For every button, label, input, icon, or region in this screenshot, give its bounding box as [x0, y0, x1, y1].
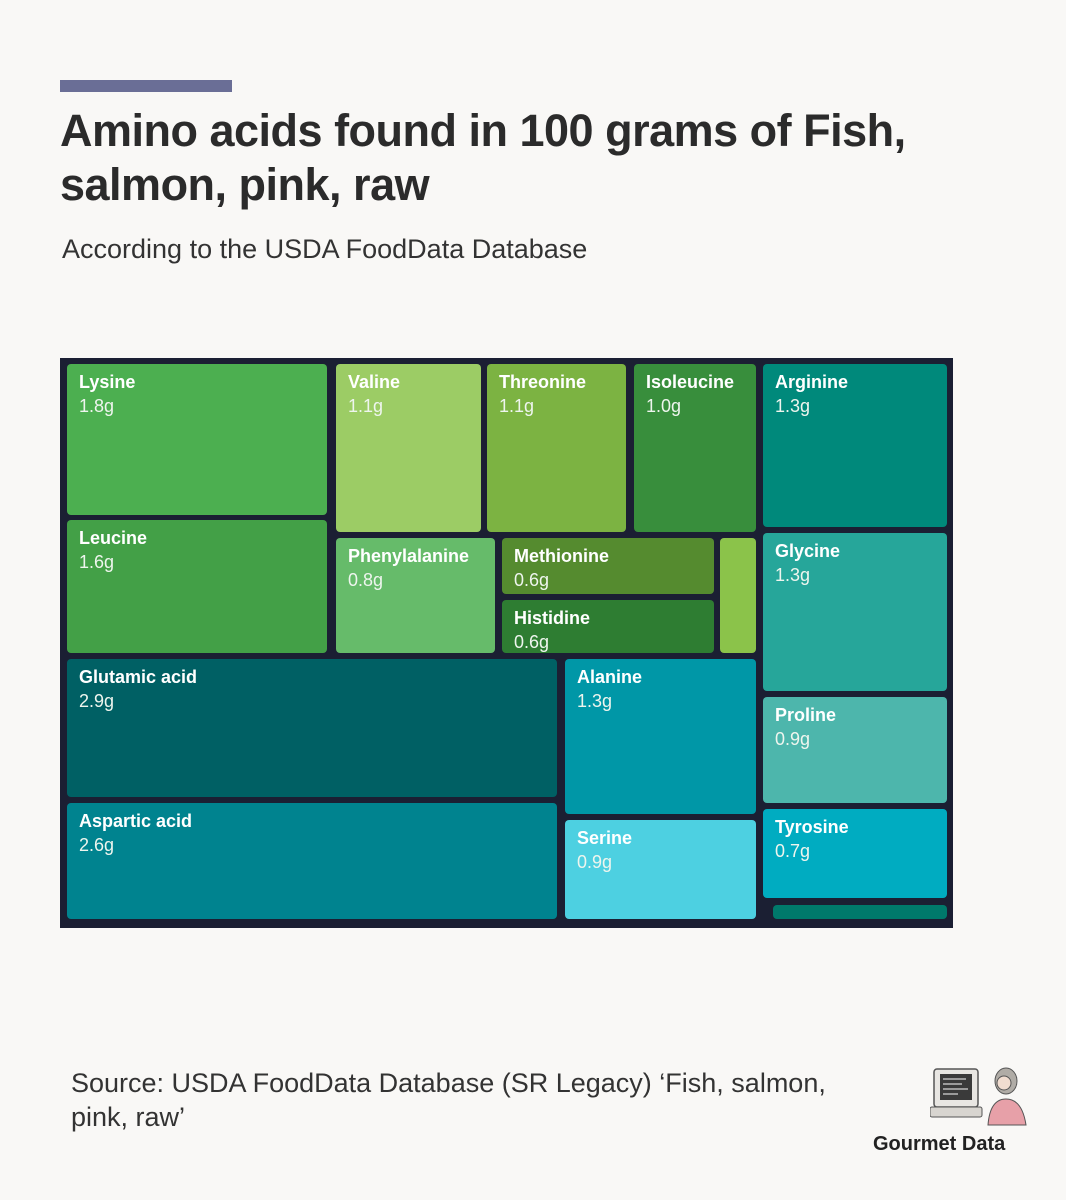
- tile-value: 1.3g: [775, 396, 811, 416]
- tile-label: Valine: [348, 372, 401, 392]
- tile-label: Arginine: [775, 372, 849, 392]
- treemap-tile: Lysine 1.8g: [67, 364, 327, 515]
- treemap-tile-small: [720, 538, 756, 653]
- chart-subtitle: According to the USDA FoodData Database: [62, 234, 588, 264]
- brand-name: Gourmet Data: [873, 1133, 1006, 1155]
- treemap-chart: Lysine 1.8g Leucine 1.6g Valine 1.1g Threonine…: [60, 358, 953, 928]
- tile-value: 1.6g: [79, 552, 115, 572]
- treemap-tile: Leucine 1.6g: [67, 520, 327, 653]
- tile-label: Aspartic acid: [79, 811, 193, 831]
- treemap-tile: Serine 0.9g: [565, 820, 756, 919]
- treemap-tile: Proline 0.9g: [763, 697, 947, 803]
- treemap-tile: Aspartic acid 2.6g: [67, 803, 557, 919]
- tile-value: 0.7g: [775, 841, 811, 861]
- tile-label: Proline: [775, 705, 837, 725]
- treemap-tile: Phenylalanine 0.8g: [336, 538, 495, 653]
- treemap-tile: Methionine 0.6g: [502, 538, 714, 594]
- tile-label: Glycine: [775, 541, 841, 561]
- tile-label: Phenylalanine: [348, 546, 470, 566]
- tile-label: Histidine: [514, 608, 591, 628]
- chart-title: Amino acids found in 100 grams of Fish, …: [60, 105, 906, 210]
- tile-value: 1.1g: [348, 396, 384, 416]
- tile-value: 0.9g: [577, 852, 613, 872]
- tile-value: 1.8g: [79, 396, 115, 416]
- tile-label: Lysine: [79, 372, 136, 392]
- tile-value: 2.6g: [79, 835, 115, 855]
- treemap-tile: Isoleucine 1.0g: [634, 364, 756, 532]
- tile-label: Glutamic acid: [79, 667, 198, 687]
- tile-label: Tyrosine: [775, 817, 849, 837]
- computer-illustration-icon: [930, 1067, 1027, 1126]
- tile-value: 0.8g: [348, 570, 384, 590]
- tile-label: Isoleucine: [646, 372, 735, 392]
- treemap-tile: Alanine 1.3g: [565, 659, 756, 814]
- treemap-tile: Threonine 1.1g: [487, 364, 626, 532]
- treemap-tile: Tyrosine 0.7g: [763, 809, 947, 898]
- tile-value: 1.3g: [775, 565, 811, 585]
- tile-value: 1.0g: [646, 396, 682, 416]
- treemap-tile: Glutamic acid 2.9g: [67, 659, 557, 797]
- tile-value: 2.9g: [79, 691, 115, 711]
- tile-label: Alanine: [577, 667, 643, 687]
- tile-label: Threonine: [499, 372, 587, 392]
- treemap-tile: Glycine 1.3g: [763, 533, 947, 691]
- tile-value: 0.6g: [514, 632, 550, 652]
- tile-label: Methionine: [514, 546, 609, 566]
- treemap-tile: Arginine 1.3g: [763, 364, 947, 527]
- tile-label: Serine: [577, 828, 633, 848]
- treemap-tile: Valine 1.1g: [336, 364, 481, 532]
- tile-label: Leucine: [79, 528, 148, 548]
- treemap-tile: Histidine 0.6g: [502, 600, 714, 653]
- tile-value: 0.6g: [514, 570, 550, 590]
- tile-value: 0.9g: [775, 729, 811, 749]
- tile-value: 1.3g: [577, 691, 613, 711]
- source-note: Source: USDA FoodData Database (SR Legac…: [71, 1068, 826, 1132]
- title-accent-bar: [60, 80, 232, 92]
- treemap-tile-small: [773, 905, 947, 919]
- tile-value: 1.1g: [499, 396, 535, 416]
